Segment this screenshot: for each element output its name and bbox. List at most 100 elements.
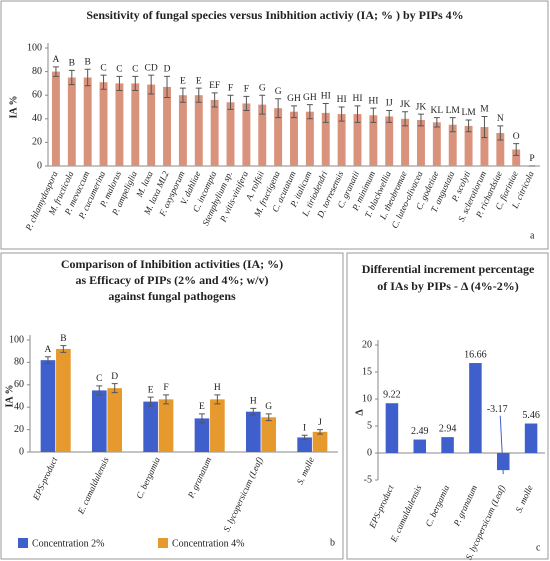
error-bar — [338, 106, 345, 122]
error-bar — [132, 75, 139, 91]
significance-letter: JK — [416, 102, 427, 112]
y-tick-label: 20 — [32, 137, 42, 148]
significance-letter: B — [60, 334, 66, 344]
significance-letter: G — [275, 87, 282, 97]
significance-letter: CD — [145, 63, 158, 73]
y-tick-label: 40 — [32, 113, 42, 124]
significance-letter: LM — [461, 108, 476, 118]
panel-frame — [346, 252, 549, 560]
bar — [385, 403, 399, 453]
error-bar — [481, 115, 488, 139]
bar — [469, 363, 482, 453]
bar — [261, 417, 277, 452]
panel-letter: b — [330, 537, 335, 548]
error-bar — [100, 74, 107, 90]
data-label: 9.22 — [383, 390, 401, 401]
y-tick-label: 0 — [37, 160, 42, 171]
chart-title: as Efficacy of PIPs (2% and 4%; w/v) — [76, 273, 269, 287]
panel-frame — [0, 0, 549, 250]
significance-letter: HI — [321, 92, 331, 102]
callout-line — [499, 415, 504, 475]
bar — [441, 437, 454, 453]
error-bar — [198, 413, 205, 424]
significance-letter: D — [164, 65, 171, 75]
significance-letter: HI — [337, 95, 347, 105]
legend-swatch — [18, 538, 28, 548]
error-bar — [370, 107, 377, 123]
y-tick-label: 10 — [362, 393, 372, 404]
error-bar — [111, 383, 118, 394]
y-tick-label: 60 — [14, 379, 24, 390]
data-label: 5.46 — [522, 410, 540, 421]
bar — [337, 114, 346, 166]
significance-letter: GH — [287, 94, 301, 104]
error-bar — [179, 87, 186, 103]
error-bar — [163, 394, 170, 405]
x-tick-label: E. camaldulensis — [75, 455, 111, 516]
significance-letter: C — [132, 65, 138, 75]
bar — [512, 149, 521, 166]
bar — [245, 411, 261, 452]
significance-letter: C — [100, 63, 106, 73]
bar — [524, 423, 538, 453]
significance-letter: B — [85, 57, 91, 67]
y-tick-label: 80 — [14, 357, 24, 368]
error-bar — [227, 94, 234, 110]
significance-letter: O — [513, 132, 520, 142]
error-bar — [317, 429, 324, 435]
error-bar — [44, 356, 51, 365]
significance-letter: C — [116, 65, 122, 75]
significance-letter: KL — [431, 106, 444, 116]
error-bar — [449, 117, 456, 133]
error-bar — [417, 113, 424, 127]
x-tick-label: EPS-product — [30, 455, 59, 502]
error-bar — [322, 102, 329, 123]
bar — [158, 399, 174, 452]
bar — [417, 119, 425, 166]
significance-letter: GH — [303, 93, 317, 103]
significance-letter: H — [214, 383, 221, 393]
data-label: 2.49 — [411, 426, 429, 437]
x-tick-label: C. bergamia — [423, 483, 451, 528]
significance-letter: HI — [352, 94, 362, 104]
bar — [91, 390, 107, 452]
x-tick-label: S. lycopersicum (Leaf) — [221, 455, 264, 533]
y-tick-label: 5 — [367, 420, 372, 431]
legend-swatch — [158, 538, 168, 548]
bar — [115, 83, 124, 166]
error-bar — [497, 125, 504, 141]
bar — [242, 103, 251, 166]
y-tick-label: 40 — [14, 401, 24, 412]
error-bar — [214, 394, 221, 405]
bar — [147, 84, 156, 166]
error-bar — [195, 87, 202, 103]
error-bar — [275, 98, 282, 119]
chart-title: Differential increment percentage — [362, 262, 535, 276]
significance-letter: F — [163, 383, 168, 393]
significance-letter: E — [148, 385, 154, 395]
y-tick-label: 0 — [367, 447, 372, 458]
significance-letter: P — [529, 154, 534, 164]
bar — [290, 111, 298, 166]
legend-label: Concentration 4% — [172, 538, 244, 549]
bar — [194, 95, 203, 166]
y-axis-label: Δ — [354, 409, 365, 416]
bar — [51, 71, 60, 166]
error-bar — [265, 413, 272, 422]
significance-letter: H — [250, 397, 257, 407]
significance-letter: E — [196, 76, 202, 86]
bar — [353, 114, 362, 166]
y-tick-label: 100 — [27, 42, 42, 53]
error-bar — [96, 385, 103, 396]
significance-letter: D — [111, 372, 118, 382]
x-tick-label: P. granatum — [451, 483, 479, 528]
x-tick-label: S. molle — [295, 455, 316, 486]
y-tick-label: 80 — [32, 66, 42, 77]
significance-letter: F — [244, 85, 249, 95]
error-bar — [465, 119, 472, 133]
significance-letter: C — [96, 374, 102, 384]
error-bar — [164, 75, 171, 99]
bar — [194, 418, 210, 452]
error-bar — [301, 434, 308, 441]
